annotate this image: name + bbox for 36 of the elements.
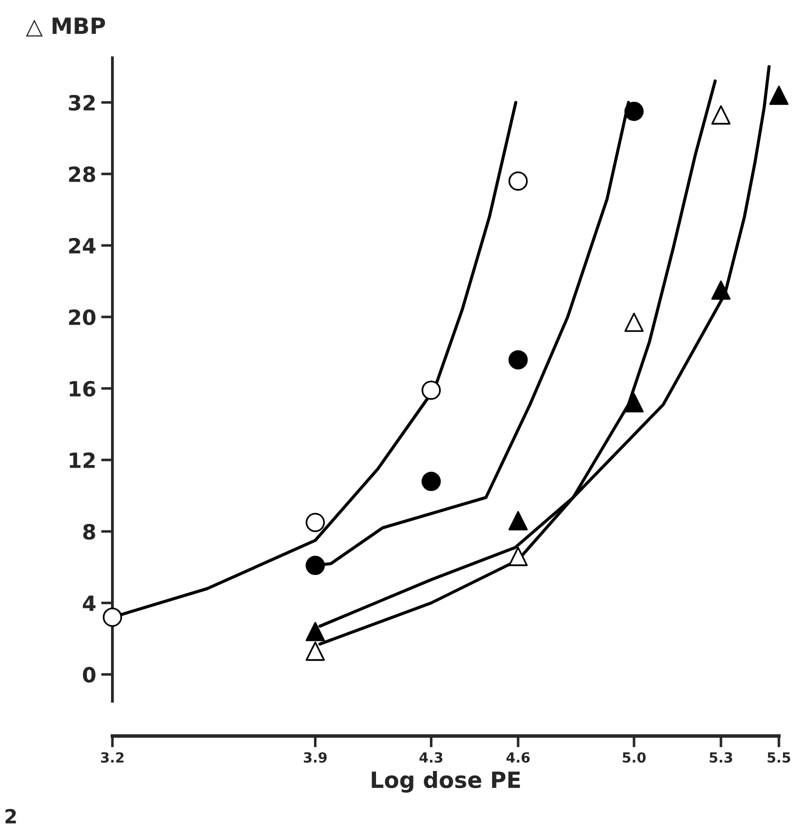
x-tick-label: 5.3 [710, 752, 732, 763]
y-tick-label: 0 [82, 666, 96, 683]
x-tick-label: 3.9 [304, 752, 327, 763]
point [508, 171, 528, 191]
y-tick-label: 24 [69, 238, 96, 254]
point [508, 546, 528, 566]
x-tick-label: 4.3 [420, 752, 442, 763]
point [422, 380, 441, 400]
y-tick-label: 12 [70, 452, 95, 468]
y-axis-title: △ MBP [26, 18, 106, 37]
text: 2 [6, 808, 16, 824]
point [624, 393, 644, 412]
y-tick-label: 32 [68, 94, 95, 111]
y-tick-label: 8 [83, 524, 96, 540]
point [711, 280, 731, 300]
y-tick-label: 20 [69, 309, 96, 326]
x-tick-label: 4.6 [506, 752, 530, 763]
point [508, 511, 528, 530]
point [102, 608, 122, 627]
x-tick-label: 5.0 [622, 752, 646, 763]
point [306, 622, 325, 642]
point [769, 86, 789, 105]
point [306, 512, 325, 532]
y-tick-label: 28 [69, 166, 96, 182]
point [624, 102, 644, 121]
point [508, 350, 528, 370]
point [306, 556, 325, 576]
point [624, 312, 644, 332]
x-axis-title: Log dose PE [372, 770, 520, 793]
y-tick-label: 4 [82, 596, 96, 611]
point [711, 105, 731, 125]
point [306, 642, 325, 661]
y-tick-label: 16 [70, 380, 96, 397]
x-tick-label: 3.2 [101, 752, 124, 763]
x-tick-label: 5.5 [768, 752, 790, 763]
point [422, 472, 441, 492]
